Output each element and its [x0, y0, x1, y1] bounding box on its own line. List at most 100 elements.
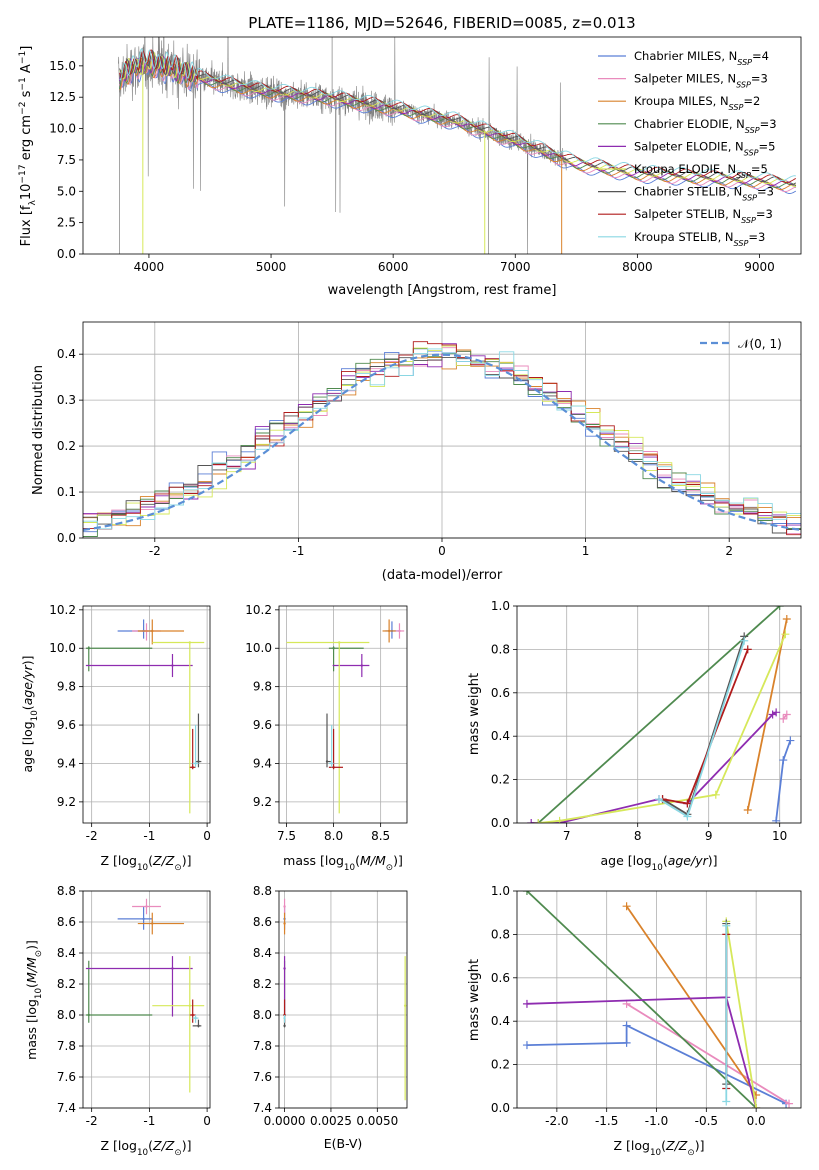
data-point	[87, 1013, 90, 1017]
age-weight-y-label: mass weight	[467, 673, 482, 755]
x-tick-label: 0.0025	[310, 1114, 352, 1128]
plot-area	[283, 898, 407, 1101]
y-tick-label: 10.2	[49, 603, 76, 617]
x-tick-label: 10	[772, 829, 787, 843]
data-point	[283, 967, 286, 970]
x-tick-label: -1	[292, 544, 304, 558]
y-tick-label: 10.0	[49, 122, 76, 136]
y-tick-label: 0.6	[491, 971, 510, 985]
weight-marker	[772, 708, 781, 717]
y-tick-label: 9.2	[253, 795, 272, 809]
weight-line-kroupa-miles	[746, 618, 788, 811]
y-tick-label: 0.0	[57, 531, 76, 545]
y-tick-label: 5.0	[57, 184, 76, 198]
weight-marker	[522, 1041, 531, 1050]
y-tick-label: 8.6	[57, 915, 76, 929]
axes-frame	[516, 890, 802, 1109]
legend-entry: Salpeter ELODIE, NSSP=5	[634, 139, 775, 157]
x-tick-label: 0.0050	[356, 1114, 398, 1128]
y-tick-label: 0.8	[491, 927, 510, 941]
y-tick-label: 15.0	[49, 59, 76, 73]
z-mass-y-label: mass [log10(M/M⊙)]	[24, 940, 44, 1060]
x-tick-label: -1	[143, 829, 155, 843]
normal-curve	[83, 353, 801, 531]
ebv-mass-panel: 0.0000 0.0025 0.0050 7.4 7.6 7.8 8.0 8.2 8.4 8.6 8…	[253, 884, 408, 1128]
y-tick-label: 0.8	[491, 642, 510, 656]
histogram-salpeter-stelib	[83, 341, 801, 536]
legend-entry: Chabrier STELIB, NSSP=3	[634, 185, 774, 203]
weight-marker	[683, 812, 692, 821]
y-tick-label: 8.0	[57, 1008, 76, 1022]
weight-line-salpeter-miles	[626, 1003, 790, 1105]
y-tick-label: 10.0	[245, 641, 272, 655]
y-tick-label: 8.0	[253, 1008, 272, 1022]
mass-age-x-label: mass [log10(M/M⊙)]	[283, 853, 403, 873]
plot-background	[279, 606, 407, 823]
weight-line-kroupa-miles	[625, 905, 757, 1096]
data-point	[188, 641, 191, 644]
y-tick-label: 10.2	[245, 603, 272, 617]
data-point	[171, 664, 174, 667]
data-point	[191, 766, 194, 769]
y-tick-label: 8.4	[57, 946, 76, 960]
y-tick-label: 8.8	[57, 884, 76, 898]
y-tick-label: 7.4	[57, 1101, 76, 1115]
y-tick-label: 7.8	[57, 1039, 76, 1053]
y-tick-label: 9.4	[253, 756, 272, 770]
plot-area	[118, 37, 797, 254]
x-tick-label: 8.0	[324, 829, 343, 843]
y-tick-label: 0.1	[57, 485, 76, 499]
plot-area	[522, 891, 794, 1108]
y-tick-label: 9.6	[253, 718, 272, 732]
y-tick-label: 7.6	[253, 1070, 272, 1084]
y-tick-label: 0.0	[491, 1101, 510, 1115]
spectrum-y-label: Flux [fλ10−17 erg cm−2 s−1 A−1]	[18, 46, 38, 247]
x-tick-label: 0.0000	[264, 1114, 306, 1128]
weight-marker	[785, 1099, 794, 1108]
x-tick-label: 9000	[744, 260, 775, 274]
legend-entry: Salpeter STELIB, NSSP=3	[634, 207, 773, 225]
legend-entry: Kroupa ELODIE, NSSP=5	[634, 162, 768, 180]
x-tick-label: 0	[203, 1114, 211, 1128]
weight-marker	[711, 790, 720, 799]
weight-line-kroupa-elodie	[538, 633, 787, 823]
data-point	[87, 647, 90, 650]
x-tick-label: 0	[203, 829, 211, 843]
data-point	[142, 917, 145, 921]
y-tick-label: 0.4	[491, 729, 510, 743]
weight-marker	[722, 921, 731, 930]
x-tick-label: 7000	[500, 260, 531, 274]
data-point	[197, 760, 200, 763]
weight-marker	[555, 816, 564, 823]
weight-marker	[752, 1104, 761, 1108]
age-weight-panel: 7 8 9 10 0.0 0.2 0.4 0.6 0.8 1.0	[491, 599, 802, 843]
data-point	[145, 905, 148, 908]
y-tick-label: 0.2	[57, 439, 76, 453]
weight-marker	[772, 816, 781, 823]
y-tick-label: 9.4	[57, 756, 76, 770]
data-point	[151, 922, 154, 925]
model-line-chabrier-stelib	[119, 49, 797, 186]
x-tick-label: -2	[86, 1114, 98, 1128]
weight-marker	[622, 1038, 631, 1047]
plot-area	[85, 898, 205, 1093]
z-mass-x-label: Z [log10(Z/Z⊙)]	[101, 1138, 192, 1158]
weight-marker	[534, 819, 543, 823]
weight-marker	[527, 819, 536, 823]
histogram-x-label: (data-model)/error	[382, 568, 503, 583]
x-tick-label: 9	[705, 829, 713, 843]
chart-title: PLATE=1186, MJD=52646, FIBERID=0085, z=0…	[248, 14, 635, 32]
x-tick-label: -1	[143, 1114, 155, 1128]
x-tick-label: 0	[438, 544, 446, 558]
data-point	[171, 967, 174, 970]
x-tick-label: -0.5	[695, 1114, 718, 1128]
model-line-salpeter-elodie	[119, 55, 797, 188]
histogram-y-label: Normed distribution	[31, 365, 46, 495]
y-tick-label: 7.4	[253, 1101, 272, 1115]
plot-background	[279, 891, 407, 1108]
data-point	[197, 1024, 200, 1028]
y-tick-label: 8.6	[253, 915, 272, 929]
weight-marker	[782, 710, 791, 719]
weight-marker	[683, 799, 692, 808]
